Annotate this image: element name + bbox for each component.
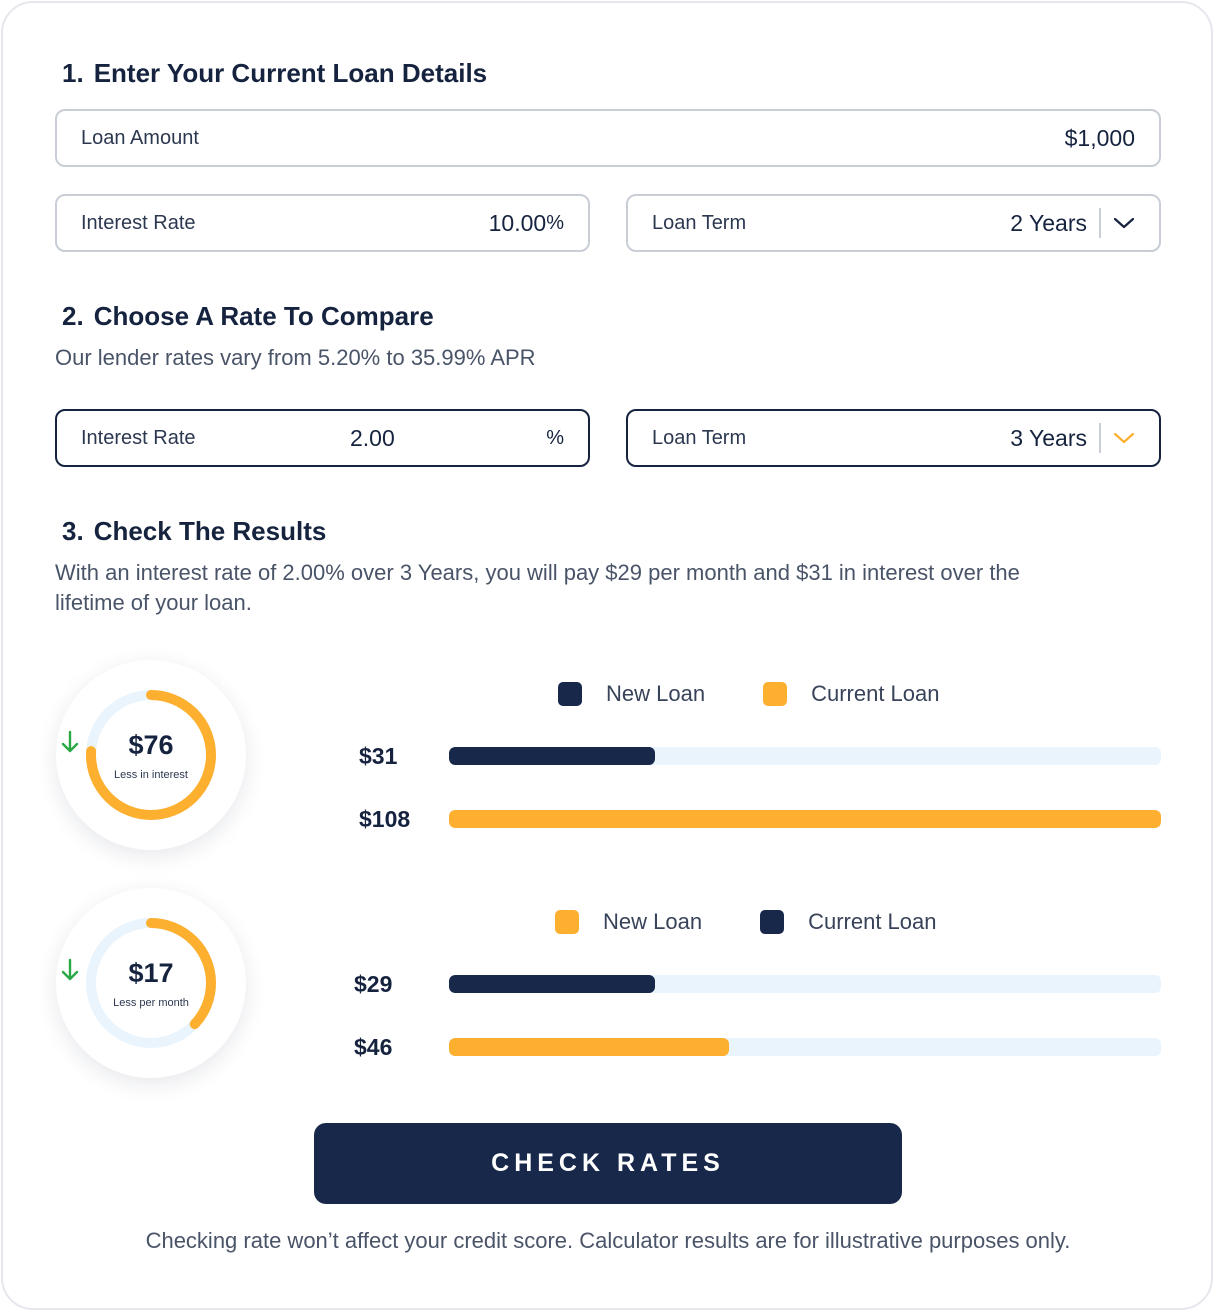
section-2-heading: 2. Choose A Rate To Compare: [62, 301, 434, 331]
bar-current-loan-monthly: [449, 1038, 729, 1056]
loan-amount-field[interactable]: Loan Amount $1,000: [55, 109, 1161, 167]
legend-item: Current Loan: [763, 681, 940, 707]
compare-loan-term-value: 3 Years: [1010, 424, 1087, 451]
chevron-down-icon[interactable]: [1113, 427, 1135, 449]
current-interest-rate-unit: %: [546, 211, 564, 234]
results-summary: With an interest rate of 2.00% over 3 Ye…: [55, 560, 1020, 615]
bar-label: $108: [359, 806, 411, 832]
divider: [1099, 423, 1101, 453]
disclaimer-text: Checking rate won’t affect your credit s…: [145, 1228, 1071, 1253]
compare-interest-rate-field[interactable]: Interest Rate 2.00 %: [55, 409, 590, 467]
legend-swatch: [558, 682, 582, 706]
bar-label: $46: [354, 1034, 393, 1060]
compare-interest-rate-unit: %: [546, 426, 564, 449]
check-rates-button[interactable]: CHECK RATES: [314, 1123, 902, 1204]
monthly-savings-gauge: $17 Less per month: [56, 888, 246, 1078]
compare-loan-term-select[interactable]: Loan Term 3 Years: [626, 409, 1161, 467]
bar-track: [449, 810, 1161, 828]
compare-interest-rate-input[interactable]: 2.00: [350, 424, 395, 451]
monthly-savings-value: $17: [56, 958, 246, 989]
legend-item: New Loan: [555, 909, 702, 935]
bar-track: [449, 975, 1161, 993]
monthly-chart-legend: New Loan Current Loan: [555, 909, 995, 935]
current-loan-term-value: 2 Years: [1010, 209, 1087, 236]
arrow-down-icon: [61, 730, 79, 753]
arrow-down-icon: [61, 958, 79, 981]
current-interest-rate-value[interactable]: 10.00: [488, 209, 547, 236]
interest-savings-value: $76: [56, 730, 246, 761]
monthly-savings-caption: Less per month: [113, 997, 189, 1009]
current-interest-rate-field[interactable]: Interest Rate 10.00 %: [55, 194, 590, 252]
compare-loan-term-label: Loan Term: [652, 426, 747, 449]
current-loan-term-select[interactable]: Loan Term 2 Years: [626, 194, 1161, 252]
bar-label: $29: [354, 971, 393, 997]
bar-track: [449, 1038, 1161, 1056]
legend-swatch: [763, 682, 788, 706]
bar-new-loan-interest: [449, 747, 656, 765]
loan-amount-label: Loan Amount: [81, 126, 199, 149]
loan-amount-value[interactable]: $1,000: [1064, 124, 1135, 151]
legend-item: New Loan: [558, 681, 705, 707]
monthly-gauge-ring: [86, 918, 216, 1048]
section-3-heading: 3. Check The Results: [62, 516, 327, 546]
divider: [1099, 208, 1101, 238]
section-1-heading: 1. Enter Your Current Loan Details: [62, 58, 488, 88]
current-loan-term-label: Loan Term: [652, 211, 747, 234]
interest-chart-legend: New Loan Current Loan: [558, 681, 998, 707]
bar-current-loan-interest: [449, 810, 1161, 828]
rate-range-text: Our lender rates vary from 5.20% to 35.9…: [55, 345, 536, 370]
legend-swatch: [760, 910, 785, 934]
chevron-down-icon[interactable]: [1113, 212, 1135, 234]
bar-label: $31: [359, 743, 398, 769]
interest-gauge-ring: [86, 690, 216, 820]
bar-new-loan-monthly: [449, 975, 656, 993]
interest-savings-gauge: $76 Less in interest: [56, 660, 246, 850]
interest-savings-caption: Less in interest: [114, 769, 188, 781]
bar-track: [449, 747, 1161, 765]
compare-interest-rate-label: Interest Rate: [81, 426, 196, 449]
legend-item: Current Loan: [760, 909, 937, 935]
legend-swatch: [555, 910, 579, 934]
current-interest-rate-label: Interest Rate: [81, 211, 196, 234]
